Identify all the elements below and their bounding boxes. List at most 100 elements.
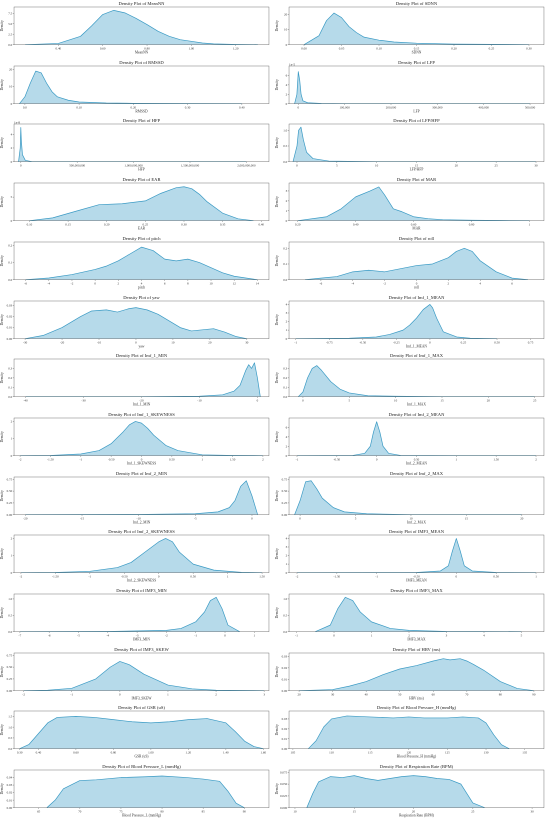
y-axis-label: Density [275,372,279,383]
x-tick-label: 3 [446,633,448,637]
x-tick-label: 14 [256,281,260,285]
density-panel: Density Plot of HFP 0 500,000,000 1,000,000… [0,117,275,176]
density-line [25,246,258,280]
x-tick-label: 1.50 [493,457,499,461]
y-tick-label: 0.2 [283,246,287,250]
density-line [19,716,264,750]
y-tick-label: 4 [286,83,288,87]
density-chart: Density Plot of yaw -30 -20 -10 0 10 20 30 0.00 0… [0,294,270,348]
density-line [294,480,522,515]
y-tick-label: 0.5 [283,613,287,617]
x-axis-label: roll [414,285,419,289]
y-tick-label: 0 [286,219,288,223]
x-tick-label: 0 [296,164,298,168]
density-area [295,303,498,339]
y-axis-label: Density [275,314,279,325]
x-tick-label: 0.30 [185,105,191,109]
plot-frame [13,711,270,750]
x-tick-label: 100,000 [339,105,350,110]
x-axis-label: HFP [138,168,145,172]
y-tick-label: 0.2 [8,243,12,247]
x-axis-label: pitch [138,285,145,289]
plot-frame [288,124,545,163]
y-tick-label: 0.01 [7,798,13,802]
x-tick-label: -20 [60,340,65,344]
plot-frame [288,358,545,398]
x-tick-label: -1 [88,575,91,579]
x-tick-label: 0.40 [36,751,42,755]
chart-title: Density Plot of LFP/HFP [393,118,440,123]
x-tick-label: 25 [495,164,499,168]
plot-frame [288,65,545,104]
y-axis-label: Density [275,783,279,794]
x-tick-label: 15 [353,809,357,813]
x-tick-label: 1 [456,457,458,461]
density-panel: Density Plot of Imf_1_MIN -40 -30 -20 -10 0 0.… [0,352,275,411]
density-chart: Density Plot of GSR (uS) 0.30 0.40 0.60 0.80… [0,705,270,759]
chart-title: Density Plot of Respiration Rate (BPM) [380,764,454,769]
x-tick-label: 5 [348,398,350,402]
x-tick-label: 15 [415,164,419,168]
x-tick-label: 4 [483,633,485,637]
density-line [25,480,258,515]
density-area [294,480,522,515]
x-tick-label: 65 [37,809,41,813]
density-area [296,538,537,573]
x-tick-label: 70 [78,809,82,813]
plot-frame [13,535,270,574]
x-tick-label: -2 [19,457,22,461]
density-panel: Density Plot of Imf_2_SKEWNESS -2 -1.50 -1 -… [0,528,275,587]
x-tick-label: -2 [383,281,386,285]
chart-title: Density Plot of Imf_1_MIN [116,353,168,358]
density-area [293,127,537,163]
y-axis-label: Density [0,548,4,559]
plot-frame [13,124,270,163]
x-tick-label: 0.20 [131,105,137,109]
y-tick-label: 0.1 [8,260,12,264]
density-panel: Density Plot of Imf_1_SKEWNESS -2 -1.50 -1 -… [0,411,275,470]
x-tick-label: -0.50 [413,575,420,579]
y-tick-label: 0.00 [282,747,288,751]
y-axis-label: Density [0,783,4,794]
x-tick-label: -40 [23,398,28,402]
x-tick-label: 130 [484,751,489,755]
chart-title: Density Plot of SDNN [396,1,438,6]
density-area [20,421,263,456]
plot-frame [288,652,545,691]
x-tick-label: 0.10 [27,222,33,226]
density-line [297,186,530,222]
x-tick-label: 90 [243,809,247,813]
x-tick-label: 0.20 [295,222,301,226]
y-tick-label: 1.0 [283,597,287,601]
density-line [25,9,258,46]
y-axis-label: Density [275,724,279,735]
x-tick-label: 0.75 [528,340,534,344]
density-chart: Density Plot of Imf_1_MIN -40 -30 -20 -10 0 0.… [0,353,270,407]
x-tick-label: 0.40 [56,46,62,50]
x-tick-label: 0.30 [181,222,187,226]
y-tick-label: 1 [286,209,288,213]
density-area [29,186,254,221]
y-scale-multiplier: 1e-8 [14,121,20,125]
x-tick-label: 1.20 [233,46,239,50]
plot-frame [288,417,545,456]
x-tick-label: 20 [487,398,491,402]
density-line [303,12,529,46]
density-area [23,661,265,691]
density-area [298,365,535,397]
x-tick-label: 2 [262,457,264,461]
x-tick-label: 115 [368,751,373,755]
density-area [25,307,247,339]
x-tick-label: 1.50 [230,457,236,461]
density-area [308,716,510,750]
x-tick-label: -0.50 [360,340,367,344]
y-axis-label: Density [0,490,4,501]
x-tick-label: -4 [106,633,109,637]
y-tick-label: 0.50 [282,489,288,493]
x-axis-label: IMF3_MIN [133,638,150,642]
density-panel: Density Plot of Blood Pressure_H (mmHg) 1… [275,704,550,763]
density-chart: Density Plot of MeanNN 0.40 0.60 0.80 1.00 1.… [0,1,270,55]
x-tick-label: 40 [365,692,369,696]
x-tick-label: 2,000,000,000 [237,164,256,169]
x-tick-label: -7 [19,633,22,637]
